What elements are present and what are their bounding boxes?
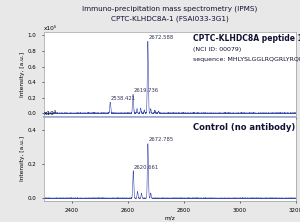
Text: (NCI ID: 00079): (NCI ID: 00079) bbox=[194, 47, 242, 52]
Y-axis label: Intensity, [a.u.]: Intensity, [a.u.] bbox=[20, 52, 25, 97]
Text: CPTC-KLHDC8A peptide 1: CPTC-KLHDC8A peptide 1 bbox=[194, 34, 300, 43]
Text: x10⁵: x10⁵ bbox=[44, 26, 57, 31]
Text: Immuno-precipitation mass spectrometry (IPMS): Immuno-precipitation mass spectrometry (… bbox=[82, 6, 257, 12]
Text: CPTC-KLHDC8A-1 (FSAI033-3G1): CPTC-KLHDC8A-1 (FSAI033-3G1) bbox=[111, 16, 228, 22]
Y-axis label: Intensity, [a.u.]: Intensity, [a.u.] bbox=[20, 136, 25, 181]
Text: Control (no antibody): Control (no antibody) bbox=[194, 123, 296, 132]
Text: 2538.421: 2538.421 bbox=[111, 96, 136, 101]
Text: sequence: MHLYSLGGLRQGRLYRQPKFLRC: sequence: MHLYSLGGLRQGRLYRQPKFLRC bbox=[194, 57, 300, 63]
Text: 2672.588: 2672.588 bbox=[149, 35, 174, 40]
Text: x10⁹: x10⁹ bbox=[44, 111, 57, 116]
Text: 2620.661: 2620.661 bbox=[134, 165, 159, 170]
X-axis label: m/z: m/z bbox=[164, 216, 175, 221]
Text: 2619.736: 2619.736 bbox=[134, 88, 159, 93]
Text: 2672.785: 2672.785 bbox=[149, 137, 174, 143]
